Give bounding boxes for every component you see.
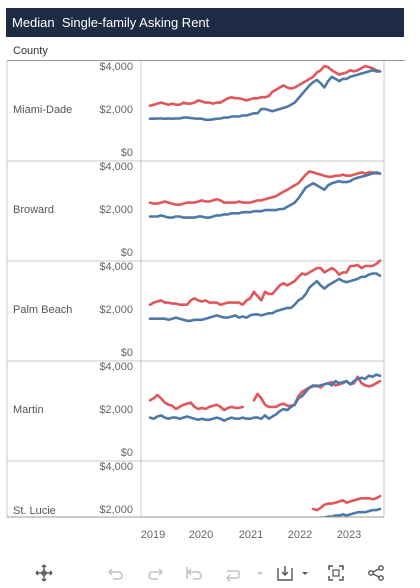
county-label: Broward [13,204,54,216]
move-icon[interactable] [34,564,54,584]
refresh-dropdown-icon[interactable] [250,564,270,584]
undo-icon[interactable] [106,564,126,584]
x-axis-band [0,517,420,560]
y-tick-label: $2,000 [99,204,133,216]
series-line [311,494,382,512]
county-label: Miami-Dade [13,104,72,116]
y-tick-label: $2,000 [99,304,133,316]
y-tick-label: $4,000 [99,261,133,273]
y-tick-label: $2,000 [99,404,133,416]
x-tick-label: 2022 [288,529,312,541]
header-divider [7,60,405,61]
series-line [318,507,382,517]
x-tick-label: 2023 [337,529,361,541]
download-icon[interactable] [276,564,296,584]
small-multiples-chart[interactable]: Miami-Dade $0 $2,000 $4,000 Broward $0 $2,000 $… [0,0,420,560]
y-tick-label: $4,000 [99,361,133,373]
y-tick-label: $0 [121,447,133,459]
county-label: Martin [13,404,44,416]
y-tick-label: $0 [121,147,133,159]
x-tick-label: 2019 [141,529,165,541]
y-tick-label: $4,000 [99,61,133,73]
y-tick-label: $2,000 [99,504,133,516]
refresh-icon[interactable] [222,564,242,584]
series-line [148,171,382,219]
series-line [148,259,382,306]
series-line [148,64,382,108]
y-tick-label: $2,000 [99,104,133,116]
y-tick-label: $4,000 [99,161,133,173]
x-tick-label: 2021 [239,529,263,541]
series-line [148,373,382,423]
series-line [148,272,382,323]
county-column-header[interactable]: County [13,45,48,57]
viz-toolbar [0,560,420,587]
y-tick-label: $0 [121,247,133,259]
y-tick-label: $0 [121,347,133,359]
x-tick-label: 2020 [189,529,213,541]
county-label: St. Lucie [13,505,56,517]
y-tick-label: $4,000 [99,461,133,473]
chart-title: Median Single-family Asking Rent [6,8,404,37]
county-label: Palm Beach [13,304,72,316]
share-icon[interactable] [366,564,386,584]
series-line [148,69,382,122]
revert-icon[interactable] [184,564,204,584]
redo-icon[interactable] [145,564,165,584]
series-line [148,170,382,206]
fullscreen-icon[interactable] [326,564,346,584]
download-dropdown-icon[interactable] [295,564,315,584]
